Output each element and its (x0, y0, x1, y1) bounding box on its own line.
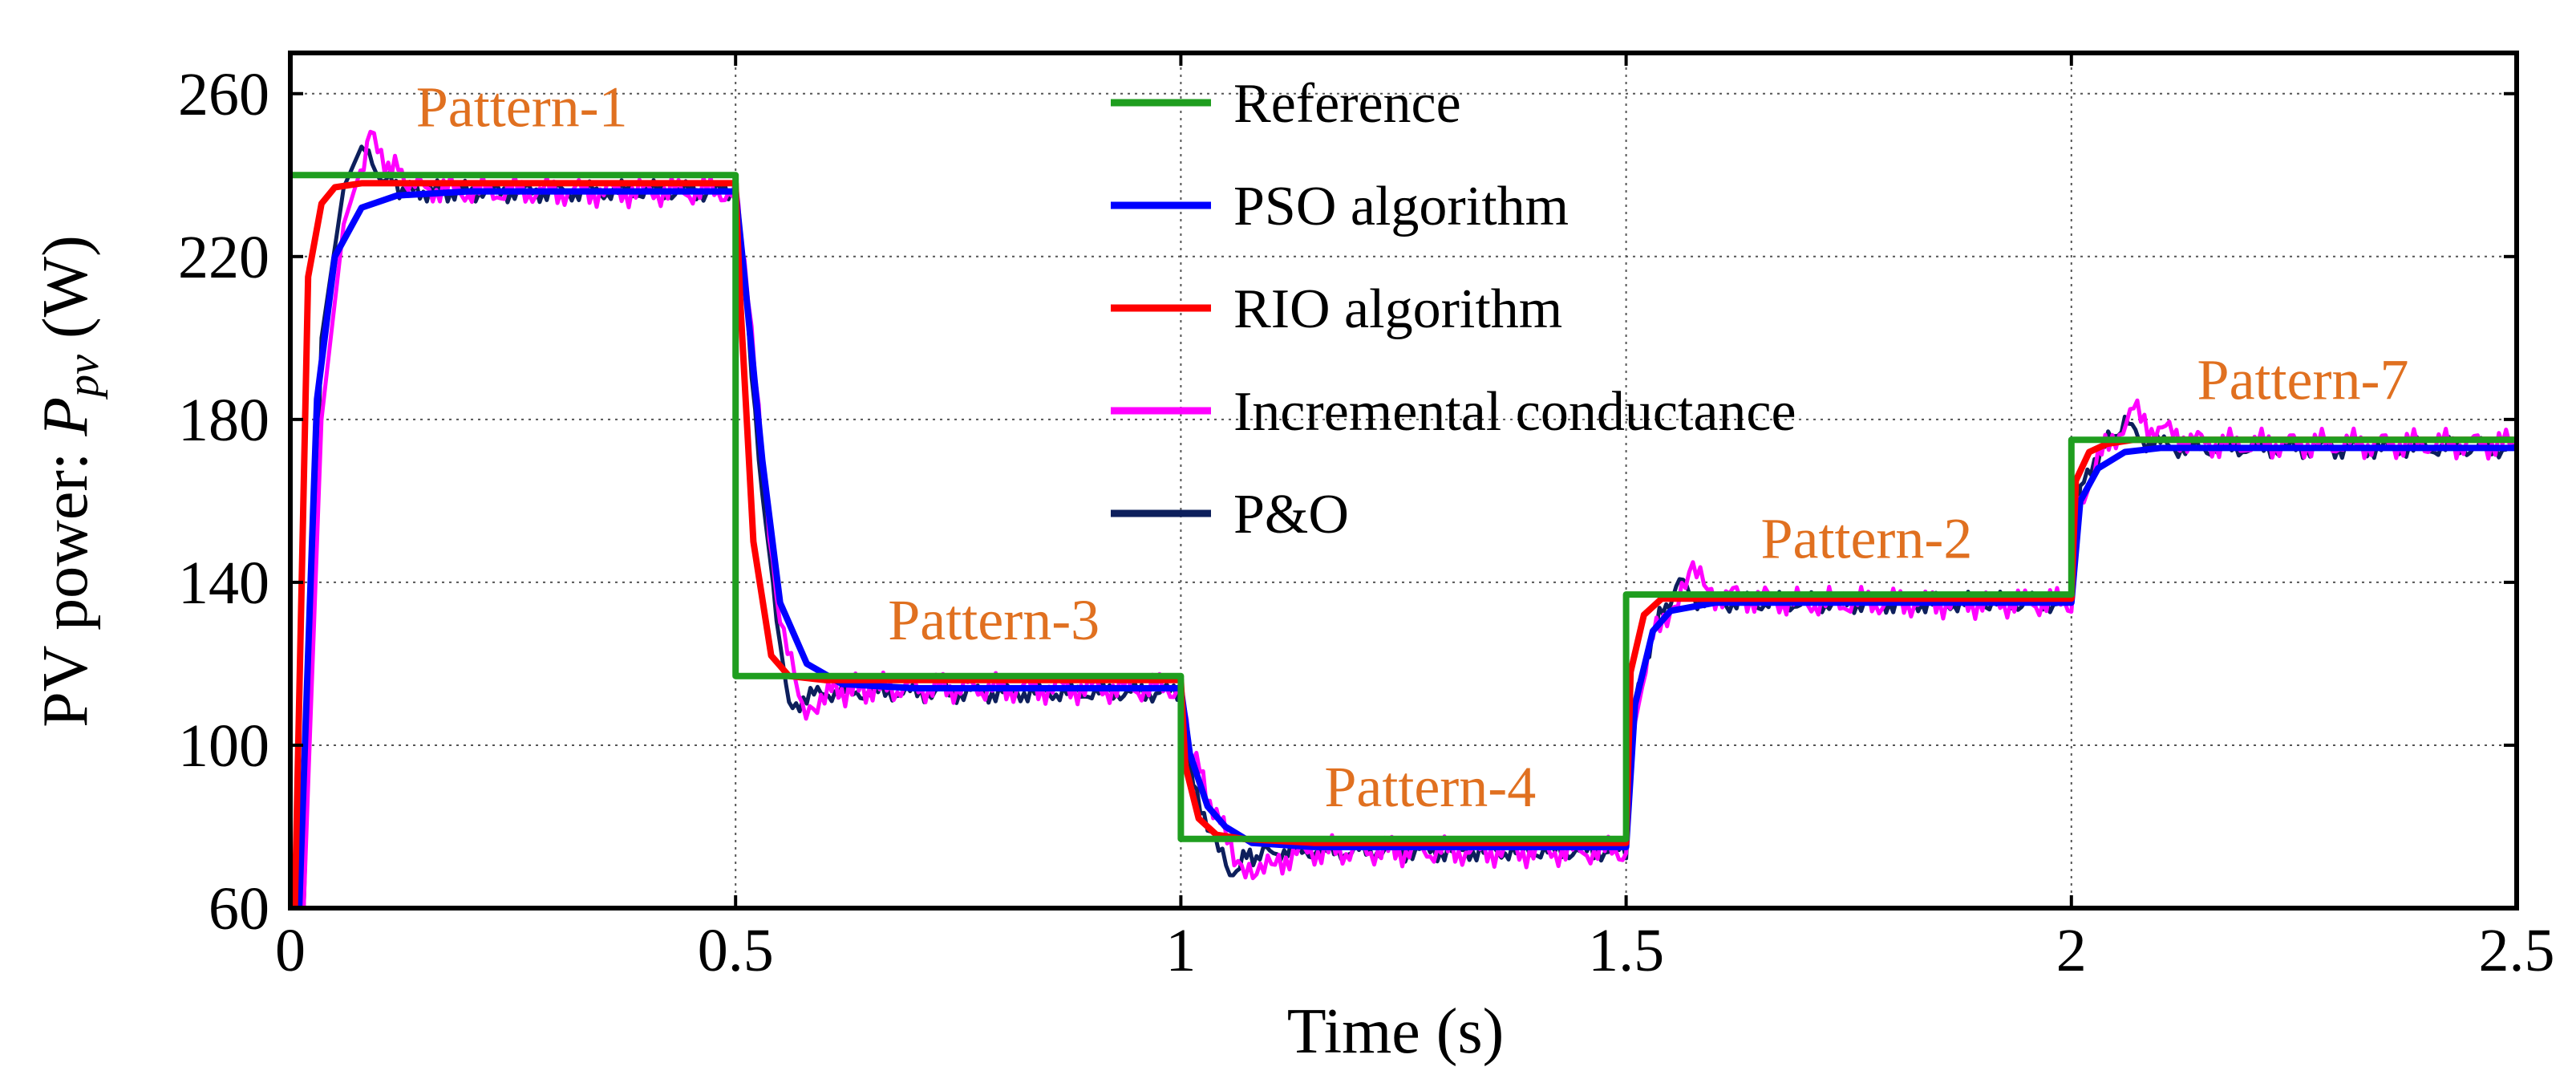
y-axis-label-prefix: PV power: (30, 436, 101, 728)
y-axis-label: PV power: Ppv (W) (30, 235, 108, 728)
pattern-annotations: Pattern-1 Pattern-3 Pattern-4 Pattern-2 Patt… (416, 75, 2409, 819)
y-axis-label-subscript: pv (59, 355, 108, 400)
y-tick-label: 180 (178, 387, 269, 454)
x-tick-label: 0.5 (698, 917, 774, 984)
legend-label: RIO algorithm (1233, 278, 1562, 340)
series-line-reference (290, 172, 2517, 842)
x-tick-label: 0 (275, 917, 306, 984)
legend: Reference PSO algorithm RIO algorithm Incre… (1111, 73, 1796, 546)
pattern-label: Pattern-7 (2197, 347, 2409, 412)
plot-frame (288, 51, 2519, 911)
pattern-label: Pattern-1 (416, 75, 628, 139)
legend-label: P&O (1233, 484, 1349, 546)
legend-label: Incremental conductance (1233, 381, 1796, 443)
legend-label: PSO algorithm (1233, 176, 1569, 237)
x-axis-label: Time (s) (1287, 996, 1504, 1067)
pattern-label: Pattern-2 (1760, 506, 1972, 570)
series-layer (290, 129, 2517, 908)
pattern-label: Pattern-3 (888, 588, 1100, 652)
x-tick-label: 1 (1165, 917, 1196, 984)
legend-label: Reference (1233, 73, 1461, 135)
y-tick-label: 140 (178, 550, 269, 617)
y-tick-label: 100 (178, 712, 269, 780)
y-tick-label: 60 (209, 875, 269, 943)
x-tick-label: 2.5 (2479, 917, 2555, 984)
y-tick-label: 260 (178, 61, 269, 128)
pattern-label: Pattern-4 (1324, 755, 1536, 819)
axis-ticks: 0 0.5 1 1.5 2 2.5 60 100 140 180 220 260 (178, 53, 2555, 984)
y-tick-label: 220 (178, 224, 269, 291)
y-axis-label-unit: (W) (30, 235, 101, 355)
y-axis-label-symbol: P (30, 397, 101, 437)
x-tick-label: 2 (2056, 917, 2087, 984)
x-tick-label: 1.5 (1588, 917, 1664, 984)
